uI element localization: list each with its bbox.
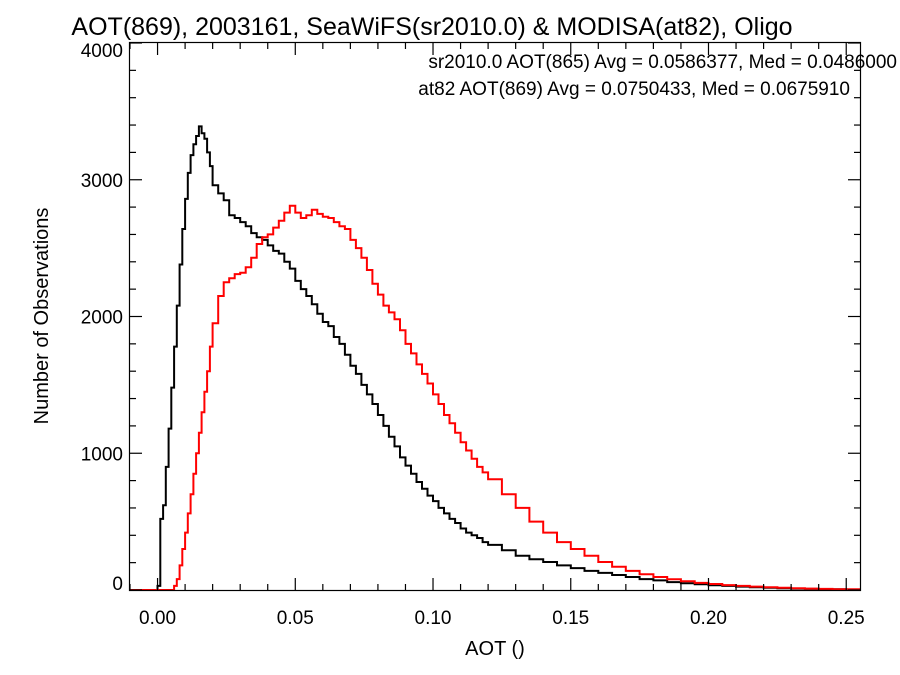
x-tick-label: 0.00 bbox=[139, 608, 176, 629]
x-tick-label: 0.05 bbox=[277, 608, 314, 629]
y-axis-ticks: 0 1000 2000 3000 4000 bbox=[81, 41, 860, 595]
y-tick-label: 0 bbox=[112, 574, 123, 595]
annotation-black-stats: sr2010.0 AOT(865) Avg = 0.0586377, Med =… bbox=[428, 52, 897, 73]
x-axis-ticks: 0.00 0.05 0.10 0.15 0.20 0.25 bbox=[129, 43, 865, 629]
plot-frame bbox=[128, 41, 862, 592]
x-tick-label: 0.10 bbox=[415, 608, 452, 629]
chart-title: AOT(869), 2003161, SeaWiFS(sr2010.0) & M… bbox=[71, 13, 792, 41]
y-tick-label: 2000 bbox=[81, 308, 123, 329]
x-tick-label: 0.25 bbox=[828, 608, 865, 629]
series-line-red bbox=[130, 204, 861, 591]
y-axis-label: Number of Observations bbox=[31, 208, 53, 425]
x-axis-label: AOT () bbox=[465, 638, 525, 660]
y-tick-label: 1000 bbox=[81, 444, 123, 465]
x-tick-label: 0.15 bbox=[552, 608, 589, 629]
series-group bbox=[130, 125, 861, 591]
series-line-black bbox=[130, 125, 861, 591]
y-tick-label: 4000 bbox=[81, 41, 123, 62]
y-tick-label: 3000 bbox=[81, 171, 123, 192]
x-tick-label: 0.20 bbox=[690, 608, 727, 629]
annotation-red-stats: at82 AOT(869) Avg = 0.0750433, Med = 0.0… bbox=[418, 79, 850, 100]
